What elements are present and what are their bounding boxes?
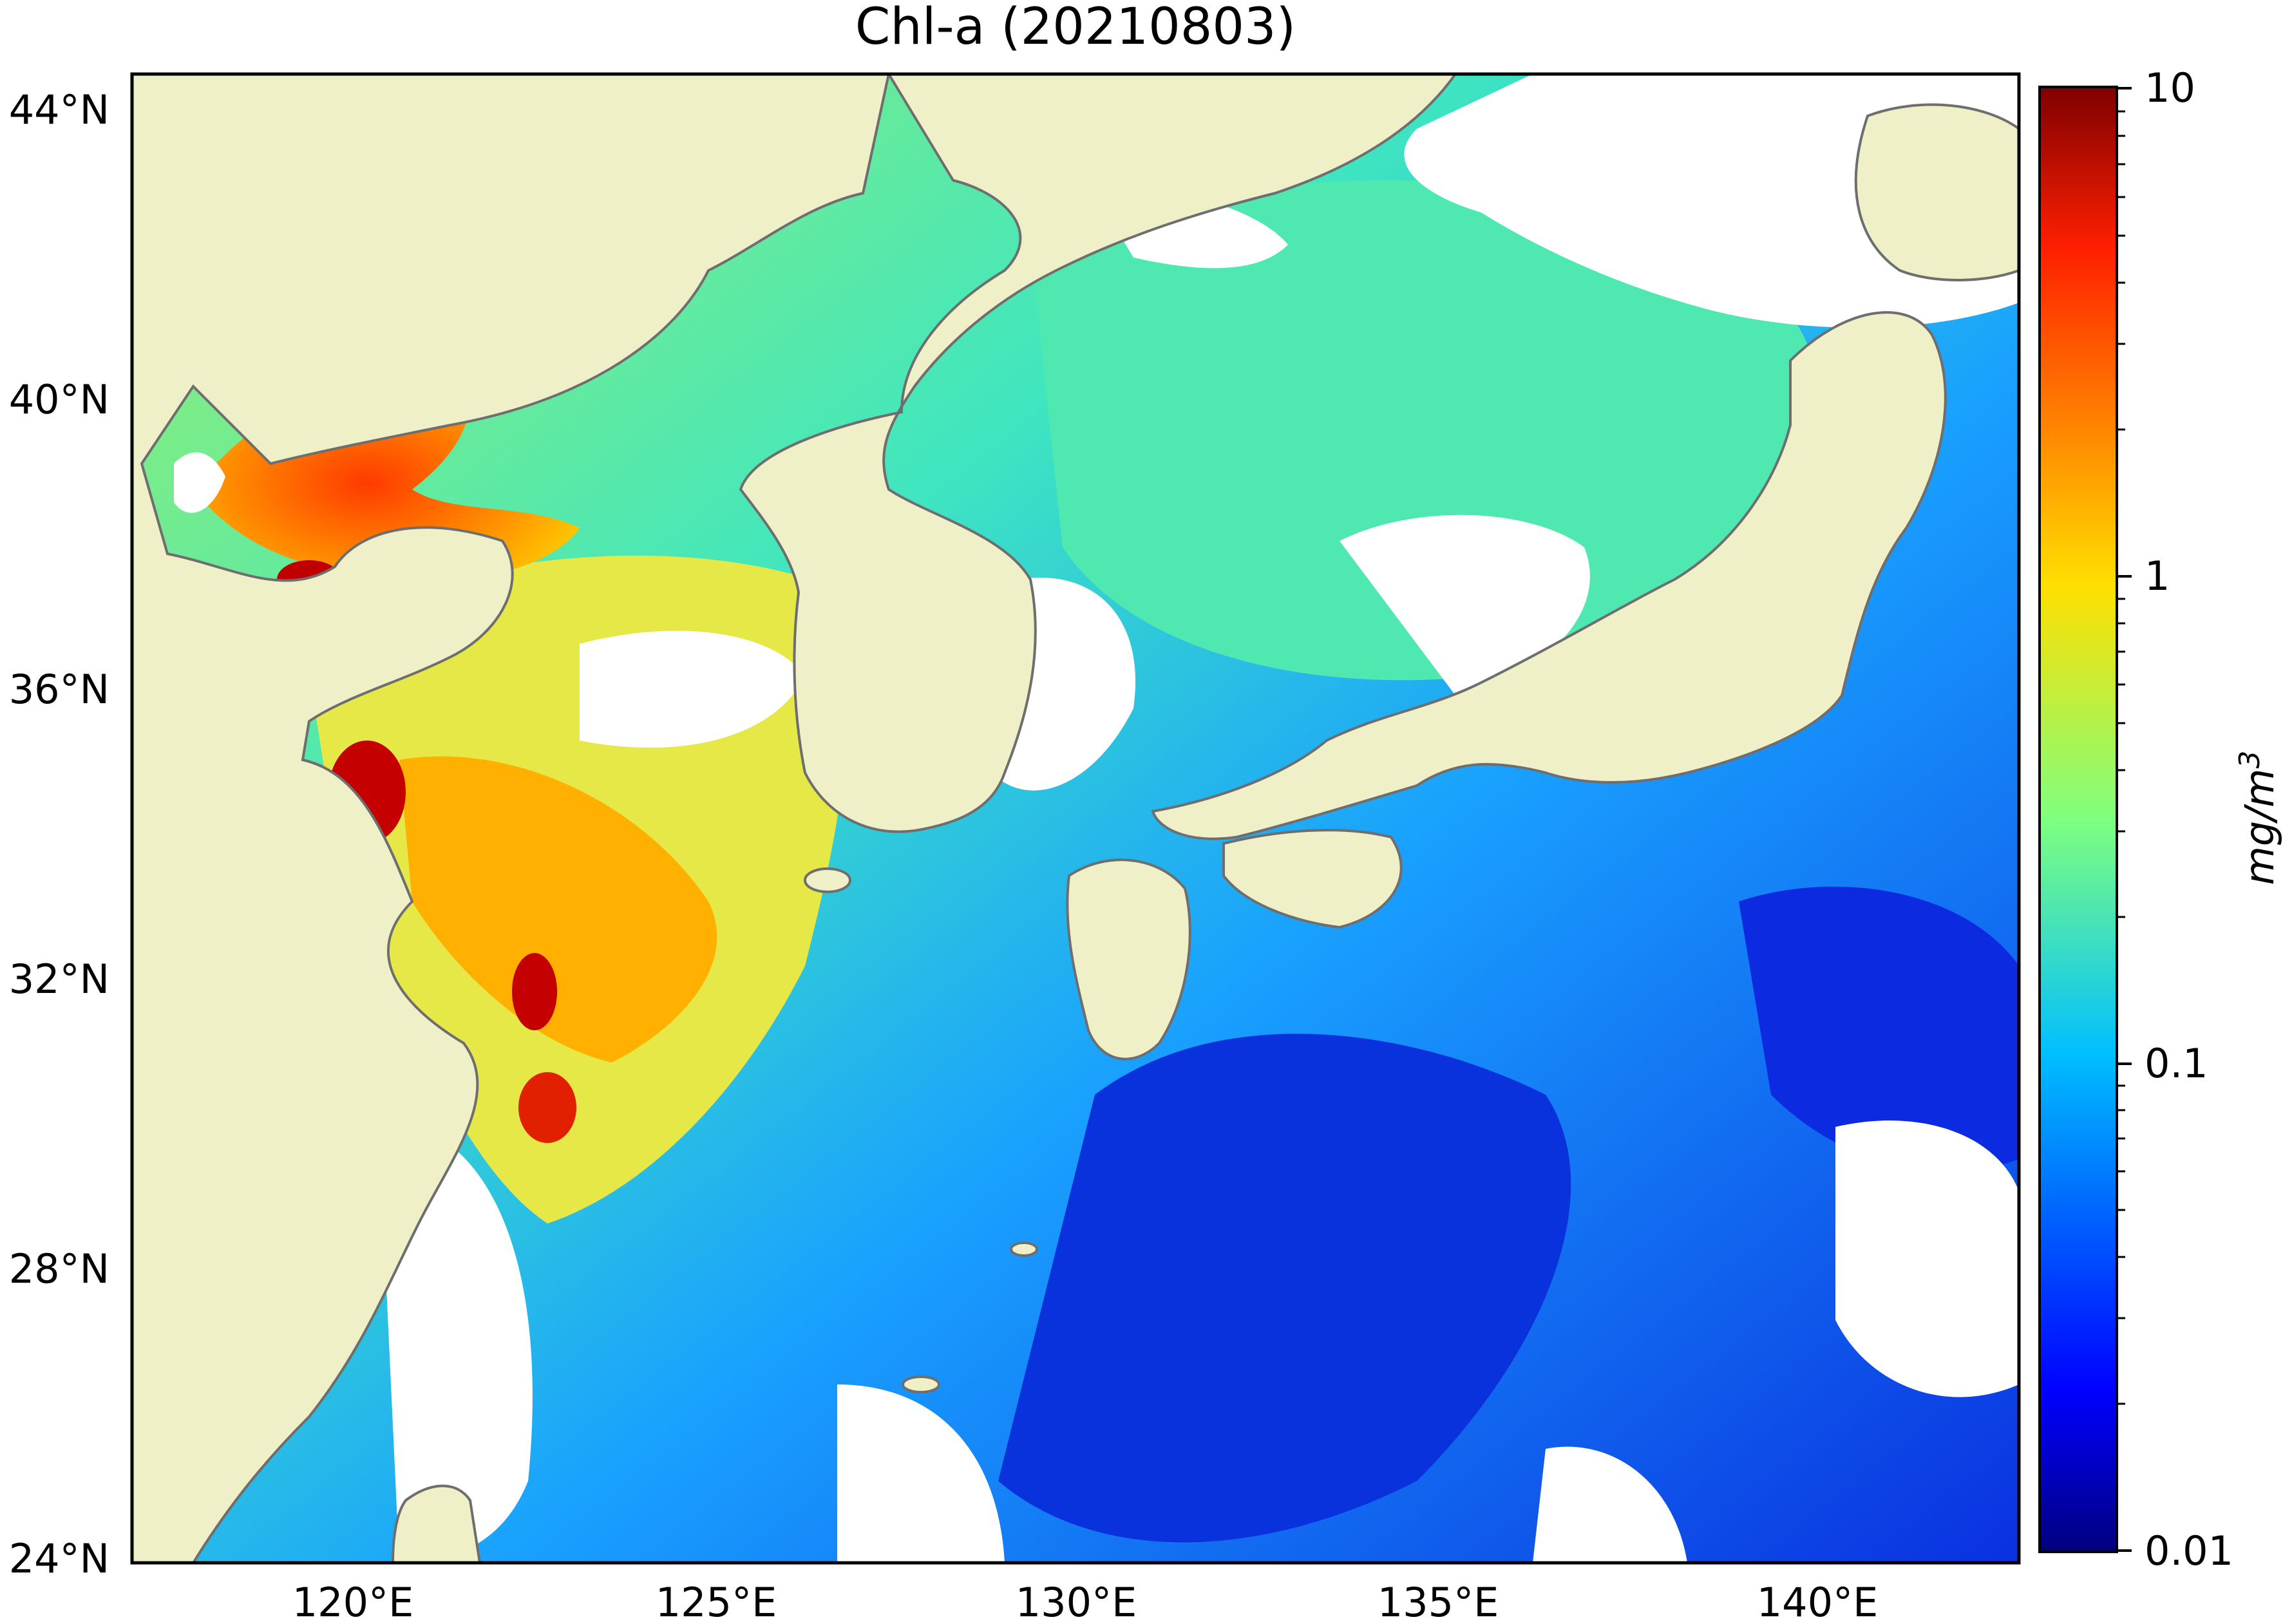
map-frame xyxy=(130,72,2021,1565)
colorbar-major-ticks xyxy=(2117,87,2132,1552)
lat-tick-label: 44°N xyxy=(9,86,109,133)
kuroshio-low-chlorophyll xyxy=(998,1034,1571,1543)
land-china xyxy=(132,74,891,1563)
lon-tick-label: 120°E xyxy=(292,1579,414,1624)
pacific-low-chlorophyll xyxy=(1739,886,2019,1172)
colorbar-minor-ticks xyxy=(2117,110,2125,1405)
colorbar-gradient xyxy=(2038,86,2118,1553)
lon-tick-label: 135°E xyxy=(1378,1579,1499,1624)
land-japan-hokkaido xyxy=(1854,103,2019,281)
land-amami xyxy=(1010,1242,1038,1257)
east-china-sea-chlorophyll xyxy=(399,756,717,1062)
lon-tick-label: 130°E xyxy=(1016,1579,1137,1624)
land-japan-kyushu xyxy=(1066,858,1191,1061)
colorbar: 10 1 0.1 0.01 mg/m3 xyxy=(2038,64,2283,1574)
lat-tick-label: 40°N xyxy=(9,376,109,423)
lat-tick-label: 28°N xyxy=(9,1245,109,1292)
map-area xyxy=(132,74,2019,1563)
land-korea xyxy=(739,74,1457,833)
land-okinawa xyxy=(902,1375,940,1393)
colorbar-tick-label: 1 xyxy=(2145,552,2170,600)
colorbar-tick-label: 0.01 xyxy=(2145,1527,2233,1574)
land-jeju xyxy=(804,867,851,893)
land-taiwan xyxy=(391,1484,482,1563)
coastal-hotspot-yangtze xyxy=(512,953,557,1030)
land-japan-shikoku xyxy=(1222,829,1403,929)
land-japan-honshu xyxy=(1151,311,1947,840)
longitude-axis: 120°E 125°E 130°E 135°E 140°E xyxy=(292,1579,1879,1624)
colorbar-unit-label: mg/m3 xyxy=(2233,750,2283,885)
colorbar-tick-label: 10 xyxy=(2145,64,2195,111)
latitude-axis: 44°N 40°N 36°N 32°N 28°N 24°N xyxy=(9,86,109,1582)
land-masses xyxy=(132,74,2019,1563)
lat-tick-label: 24°N xyxy=(9,1535,109,1582)
lat-tick-label: 36°N xyxy=(9,666,109,713)
lon-tick-label: 125°E xyxy=(656,1579,777,1624)
lon-tick-label: 140°E xyxy=(1757,1579,1879,1624)
colorbar-unit-text: mg/m xyxy=(2236,768,2283,885)
east-sea-chlorophyll xyxy=(1030,180,1824,681)
lat-tick-label: 32°N xyxy=(9,956,109,1003)
map-title: Chl-a (20210803) xyxy=(855,0,1296,56)
coastal-hotspot-zhejiang xyxy=(518,1072,576,1143)
colorbar-tick-label: 0.1 xyxy=(2145,1040,2208,1087)
colorbar-unit-superscript: 3 xyxy=(2233,750,2266,768)
